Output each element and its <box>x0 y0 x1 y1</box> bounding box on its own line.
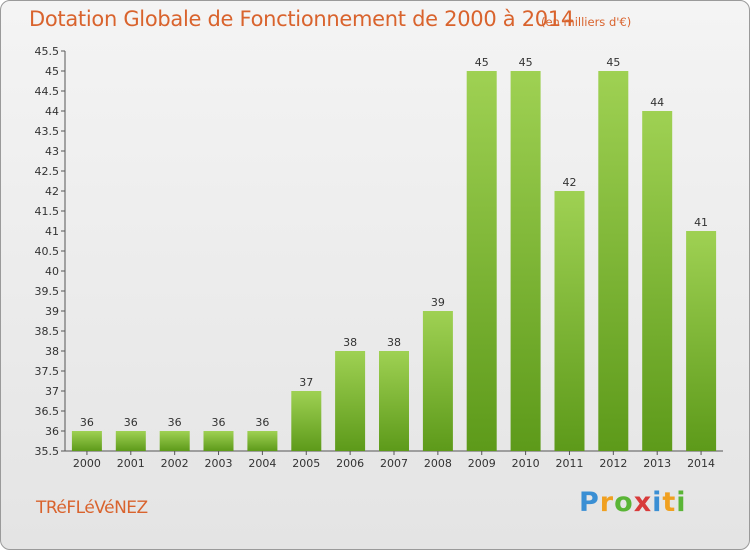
bar <box>598 71 629 451</box>
logo-letter: i <box>676 487 687 518</box>
bar-value-label: 45 <box>475 56 489 69</box>
y-tick-label: 36 <box>45 425 59 438</box>
bar-value-label: 36 <box>255 416 269 429</box>
bar-value-label: 39 <box>431 296 445 309</box>
x-tick-label: 2009 <box>468 457 496 470</box>
bar <box>466 71 497 451</box>
y-tick-label: 42.5 <box>35 165 60 178</box>
commune-name: TRéFLéVéNEZ <box>36 498 148 518</box>
bar-value-label: 36 <box>80 416 94 429</box>
x-tick-label: 2007 <box>380 457 408 470</box>
bar <box>686 231 717 451</box>
proxiti-logo: Proxiti <box>579 487 687 518</box>
y-tick-label: 37 <box>45 385 59 398</box>
y-tick-label: 37.5 <box>35 365 60 378</box>
bar-value-label: 45 <box>519 56 533 69</box>
logo-letter: x <box>633 487 653 518</box>
chart-data-labels: 36 36 36 36 36 37 38 38 39 45 45 42 45 44 41 <box>80 56 708 429</box>
bar <box>335 351 366 451</box>
x-tick-label: 2006 <box>336 457 364 470</box>
bar-value-label: 45 <box>606 56 620 69</box>
y-tick-label: 44 <box>45 105 59 118</box>
bar <box>510 71 541 451</box>
y-tick-label: 42 <box>45 185 59 198</box>
x-tick-label: 2004 <box>248 457 276 470</box>
logo-letter: r <box>599 487 615 518</box>
x-tick-label: 2000 <box>73 457 101 470</box>
x-tick-label: 2010 <box>512 457 540 470</box>
x-tick-label: 2005 <box>292 457 320 470</box>
x-tick-label: 2001 <box>117 457 145 470</box>
bar-value-label: 44 <box>650 96 664 109</box>
bar <box>642 111 673 451</box>
chart-title: Dotation Globale de Fonctionnement de 20… <box>29 7 574 31</box>
bar <box>115 431 146 451</box>
y-tick-label: 40 <box>45 265 59 278</box>
chart-axes: 35.5 36 36.5 37 37.5 38 38.5 39 39.5 40 40.5 41 41.5… <box>35 45 723 470</box>
chart-subtitle: (en milliers d'€) <box>541 15 632 29</box>
y-tick-label: 43 <box>45 145 59 158</box>
y-tick-label: 38.5 <box>35 325 60 338</box>
x-tick-label: 2002 <box>161 457 189 470</box>
logo-letter: t <box>662 487 677 518</box>
y-tick-label: 45.5 <box>35 45 60 58</box>
bar-value-label: 36 <box>212 416 226 429</box>
y-tick-label: 44.5 <box>35 85 60 98</box>
bar <box>203 431 234 451</box>
bar <box>247 431 278 451</box>
x-tick-label: 2012 <box>599 457 627 470</box>
x-tick-label: 2008 <box>424 457 452 470</box>
y-tick-label: 36.5 <box>35 405 60 418</box>
bar-value-label: 38 <box>343 336 357 349</box>
y-tick-label: 39 <box>45 305 59 318</box>
y-tick-label: 39.5 <box>35 285 60 298</box>
y-tick-label: 43.5 <box>35 125 60 138</box>
bar <box>291 391 322 451</box>
y-tick-label: 45 <box>45 65 59 78</box>
x-tick-label: 2003 <box>205 457 233 470</box>
y-tick-label: 35.5 <box>35 445 60 458</box>
logo-letter: o <box>614 487 634 518</box>
logo-letter: P <box>579 487 600 518</box>
bar-value-label: 42 <box>562 176 576 189</box>
bar <box>159 431 190 451</box>
x-tick-label: 2013 <box>643 457 671 470</box>
bar-value-label: 38 <box>387 336 401 349</box>
y-tick-label: 41 <box>45 225 59 238</box>
bar-value-label: 41 <box>694 216 708 229</box>
chart-bars <box>71 71 717 451</box>
bar <box>422 311 453 451</box>
bar-value-label: 37 <box>299 376 313 389</box>
y-tick-label: 40.5 <box>35 245 60 258</box>
x-tick-label: 2014 <box>687 457 715 470</box>
bar-value-label: 36 <box>124 416 138 429</box>
bar-value-label: 36 <box>168 416 182 429</box>
bar <box>379 351 409 451</box>
y-tick-label: 38 <box>45 345 59 358</box>
bar <box>71 431 102 451</box>
x-tick-label: 2011 <box>555 457 583 470</box>
y-tick-label: 41.5 <box>35 205 60 218</box>
logo-letter: i <box>652 487 663 518</box>
bar <box>554 191 585 451</box>
